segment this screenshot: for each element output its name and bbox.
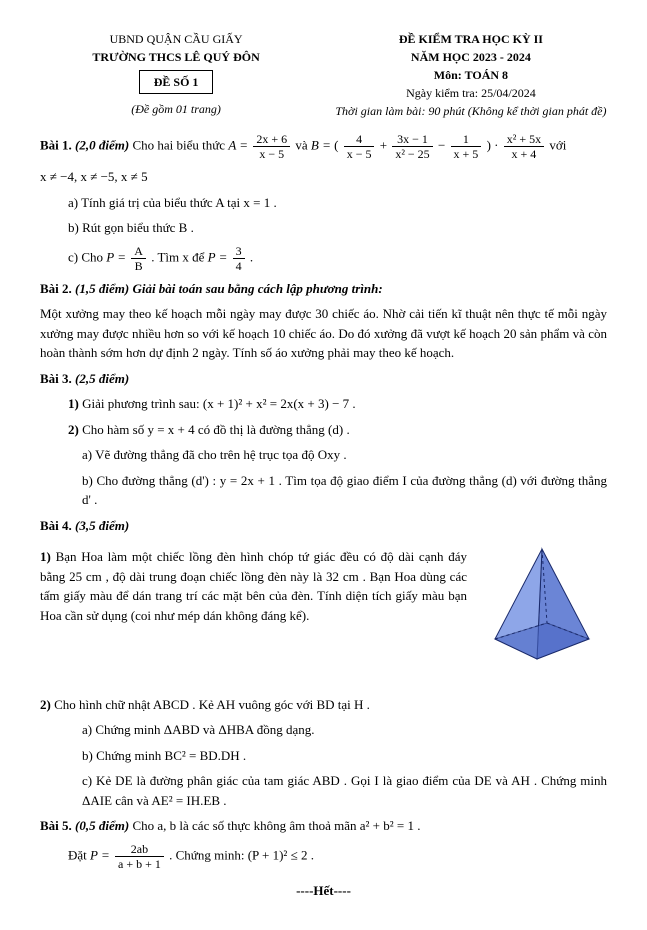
bai5-body: Cho a, b là các số thực không âm thoả mã…	[132, 818, 420, 833]
frac-B1-num: 4	[344, 132, 375, 147]
frac-B2-den: x² − 25	[392, 147, 432, 161]
frac-P2-den: 4	[233, 259, 245, 273]
bai4-title: Bài 4.	[40, 518, 75, 533]
frac-A-num: 2x + 6	[253, 132, 290, 147]
frac-P5-den: a + b + 1	[115, 857, 164, 871]
bai1-b: b) Rút gọn biểu thức B .	[68, 218, 607, 238]
bai5-points: (0,5 điểm)	[75, 818, 129, 833]
frac-B2-num: 3x − 1	[392, 132, 432, 147]
txt-va: và	[295, 137, 311, 152]
bai4-q2a: a) Chứng minh ΔABD và ΔHBA đồng dạng.	[82, 720, 607, 740]
bai5-dat: Đặt P = 2ab a + b + 1 . Chứng minh: (P +…	[68, 842, 607, 871]
bai5-Peq: P =	[90, 847, 110, 862]
bai1-pretext: Cho hai biểu thức	[132, 137, 228, 152]
frac-B4-num: x² + 5x	[504, 132, 544, 147]
frac-B4: x² + 5x x + 4	[504, 132, 544, 161]
bai4-q1: 1) Bạn Hoa làm một chiếc lồng đèn hình c…	[40, 547, 467, 625]
bai4-q2: 2) Cho hình chữ nhật ABCD . Kẻ AH vuông …	[40, 695, 607, 715]
frac-A: 2x + 6 x − 5	[253, 132, 290, 161]
page-count-note: (Đề gồm 01 trang)	[40, 100, 312, 118]
expr-B-eq: B =	[311, 137, 331, 152]
bai1-c-mid: . Tìm x để	[151, 249, 207, 264]
minus-sign-1: −	[438, 137, 449, 152]
bai3-q2b: b) Cho đường thẳng (d') : y = 2x + 1 . T…	[82, 471, 607, 510]
bai4-q2c: c) Kẻ DE là đường phân giác của tam giác…	[82, 771, 607, 810]
bai1-cond: x ≠ −4, x ≠ −5, x ≠ 5	[40, 167, 607, 187]
frac-P2-num: 3	[233, 244, 245, 259]
header-left: UBND QUẬN CẦU GIẤY TRƯỜNG THCS LÊ QUÝ ĐÔ…	[40, 30, 312, 120]
frac-P-den: B	[131, 259, 146, 273]
bai4-head: Bài 4. (3,5 điểm)	[40, 516, 607, 536]
frac-B3: 1 x + 5	[451, 132, 482, 161]
page-header: UBND QUẬN CẦU GIẤY TRƯỜNG THCS LÊ QUÝ ĐÔ…	[40, 30, 607, 120]
frac-A-den: x − 5	[253, 147, 290, 161]
frac-P-num: A	[131, 244, 146, 259]
bai4-q1-label: 1)	[40, 549, 56, 564]
bai4-q1-layout: 1) Bạn Hoa làm một chiếc lồng đèn hình c…	[40, 541, 607, 677]
frac-B2: 3x − 1 x² − 25	[392, 132, 432, 161]
bai1-title: Bài 1.	[40, 137, 75, 152]
bai4-q2-text: Cho hình chữ nhật ABCD . Kẻ AH vuông góc…	[54, 697, 370, 712]
exam-date: Ngày kiểm tra: 25/04/2024	[335, 84, 607, 102]
duration: Thời gian làm bài: 90 phút (Không kể thờ…	[335, 102, 607, 120]
bai4-q2b: b) Chứng minh BC² = BD.DH .	[82, 746, 607, 766]
frac-P2: 3 4	[233, 244, 245, 273]
exam-number-box: ĐỀ SỐ 1	[139, 70, 214, 94]
frac-P5-num: 2ab	[115, 842, 164, 857]
pyramid-icon	[477, 541, 607, 671]
txt-voi: với	[549, 137, 566, 152]
bai1-c-Peq: P =	[106, 249, 126, 264]
frac-B1-den: x − 5	[344, 147, 375, 161]
end-marker: ----Hết----	[40, 881, 607, 901]
plus-sign-1: +	[380, 137, 391, 152]
org-line-1: UBND QUẬN CẦU GIẤY	[40, 30, 312, 48]
frac-B3-den: x + 5	[451, 147, 482, 161]
bai2-body: Một xưởng may theo kế hoạch mỗi ngày may…	[40, 304, 607, 363]
bai3-title: Bài 3.	[40, 371, 75, 386]
expr-A-eq: A =	[228, 137, 248, 152]
frac-B4-den: x + 4	[504, 147, 544, 161]
paren-open: (	[334, 137, 338, 152]
bai4-q1-text: Bạn Hoa làm một chiếc lồng đèn hình chóp…	[40, 549, 467, 623]
bai1-points: (2,0 điểm)	[75, 137, 129, 152]
bai4-q1-textblock: 1) Bạn Hoa làm một chiếc lồng đèn hình c…	[40, 541, 467, 631]
bai4-q2-label: 2)	[40, 697, 54, 712]
bai3-q2: 2) Cho hàm số y = x + 4 có đồ thị là đườ…	[68, 420, 607, 440]
frac-B1: 4 x − 5	[344, 132, 375, 161]
bai3-q1-text: Giải phương trình sau: (x + 1)² + x² = 2…	[82, 396, 356, 411]
frac-B3-num: 1	[451, 132, 482, 147]
bai1-line1: Bài 1. (2,0 điểm) Cho hai biểu thức A = …	[40, 132, 607, 161]
bai5-end: . Chứng minh: (P + 1)² ≤ 2 .	[169, 847, 314, 862]
frac-P: A B	[131, 244, 146, 273]
bai5-dat-label: Đặt	[68, 847, 90, 862]
bai2-points: (1,5 điểm) Giải bài toán sau bằng cách l…	[75, 281, 383, 296]
bai3-q2-text: Cho hàm số y = x + 4 có đồ thị là đường …	[82, 422, 350, 437]
bai3-q1: 1) Giải phương trình sau: (x + 1)² + x² …	[68, 394, 607, 414]
bai3-q2a: a) Vẽ đường thẳng đã cho trên hệ trục tọ…	[82, 445, 607, 465]
bai3-q2-label: 2)	[68, 422, 82, 437]
bai3-q1-label: 1)	[68, 396, 82, 411]
paren-close-dot: ) ·	[487, 137, 502, 152]
bai1-a: a) Tính giá trị của biểu thức A tại x = …	[68, 193, 607, 213]
subject: Môn: TOÁN 8	[335, 66, 607, 84]
frac-P5: 2ab a + b + 1	[115, 842, 164, 871]
bai3-head: Bài 3. (2,5 điểm)	[40, 369, 607, 389]
bai1-c-end: .	[250, 249, 253, 264]
pyramid-figure	[477, 541, 607, 677]
school-year: NĂM HỌC 2023 - 2024	[335, 48, 607, 66]
bai4-points: (3,5 điểm)	[75, 518, 129, 533]
bai1-c-P2eq: P =	[208, 249, 228, 264]
bai1-c-pre: c) Cho	[68, 249, 106, 264]
bai5-head: Bài 5. (0,5 điểm) Cho a, b là các số thự…	[40, 816, 607, 836]
bai5-title: Bài 5.	[40, 818, 75, 833]
bai2-head: Bài 2. (1,5 điểm) Giải bài toán sau bằng…	[40, 279, 607, 299]
bai1-c: c) Cho P = A B . Tìm x để P = 3 4 .	[68, 244, 607, 273]
header-right: ĐỀ KIỂM TRA HỌC KỲ II NĂM HỌC 2023 - 202…	[335, 30, 607, 120]
content-body: Bài 1. (2,0 điểm) Cho hai biểu thức A = …	[40, 132, 607, 900]
exam-title: ĐỀ KIỂM TRA HỌC KỲ II	[335, 30, 607, 48]
org-line-2: TRƯỜNG THCS LÊ QUÝ ĐÔN	[40, 48, 312, 66]
bai2-title: Bài 2.	[40, 281, 75, 296]
bai3-points: (2,5 điểm)	[75, 371, 129, 386]
